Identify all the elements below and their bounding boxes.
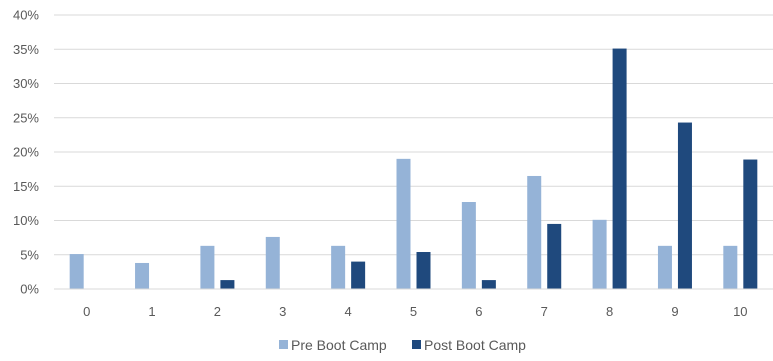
legend-swatch-pre [279,340,288,349]
x-tick-label: 6 [475,304,482,319]
bar-pre-10 [723,245,738,289]
x-tick-label: 0 [83,304,90,319]
bar-pre-4 [331,245,346,289]
bars [69,48,758,289]
x-tick-label: 7 [541,304,548,319]
bar-post-2 [220,280,235,289]
bar-post-6 [481,280,496,289]
y-axis-ticks: 0% 5% 10% 15% 20% 25% 30% 35% 40% [13,8,39,297]
bar-pre-3 [265,236,280,289]
legend-label-pre: Pre Boot Camp [291,337,387,353]
x-tick-label: 8 [606,304,613,319]
legend: Pre Boot Camp Post Boot Camp [279,337,526,353]
bar-pre-8 [592,219,607,289]
x-tick-label: 3 [279,304,286,319]
bar-post-10 [743,159,758,289]
legend-item-pre[interactable]: Pre Boot Camp [279,337,387,353]
y-tick-label: 5% [20,247,39,262]
bar-pre-6 [461,202,476,289]
legend-swatch-post [412,340,421,349]
bar-post-4 [351,261,366,289]
x-tick-label: 10 [733,304,747,319]
x-axis-ticks: 0 1 2 3 4 5 6 7 8 9 10 [83,304,747,319]
y-tick-label: 25% [13,110,39,125]
legend-item-post[interactable]: Post Boot Camp [412,337,526,353]
x-tick-label: 1 [148,304,155,319]
gridlines [54,14,773,256]
bar-post-5 [416,252,431,289]
bar-pre-1 [135,262,150,289]
legend-label-post: Post Boot Camp [424,337,526,353]
bar-pre-0 [69,254,84,289]
bar-post-7 [547,223,562,289]
bar-post-8 [612,48,627,289]
y-tick-label: 30% [13,76,39,91]
y-tick-label: 20% [13,145,39,160]
y-tick-label: 40% [13,8,39,23]
bar-pre-5 [396,158,411,289]
y-tick-label: 10% [13,213,39,228]
bar-pre-2 [200,245,215,289]
bar-pre-7 [527,175,542,289]
bar-post-9 [677,122,692,289]
bar-pre-9 [657,245,672,289]
x-tick-label: 4 [345,304,352,319]
y-tick-label: 0% [20,282,39,297]
y-tick-label: 35% [13,42,39,57]
x-tick-label: 5 [410,304,417,319]
x-tick-label: 2 [214,304,221,319]
y-tick-label: 15% [13,179,39,194]
x-tick-label: 9 [671,304,678,319]
